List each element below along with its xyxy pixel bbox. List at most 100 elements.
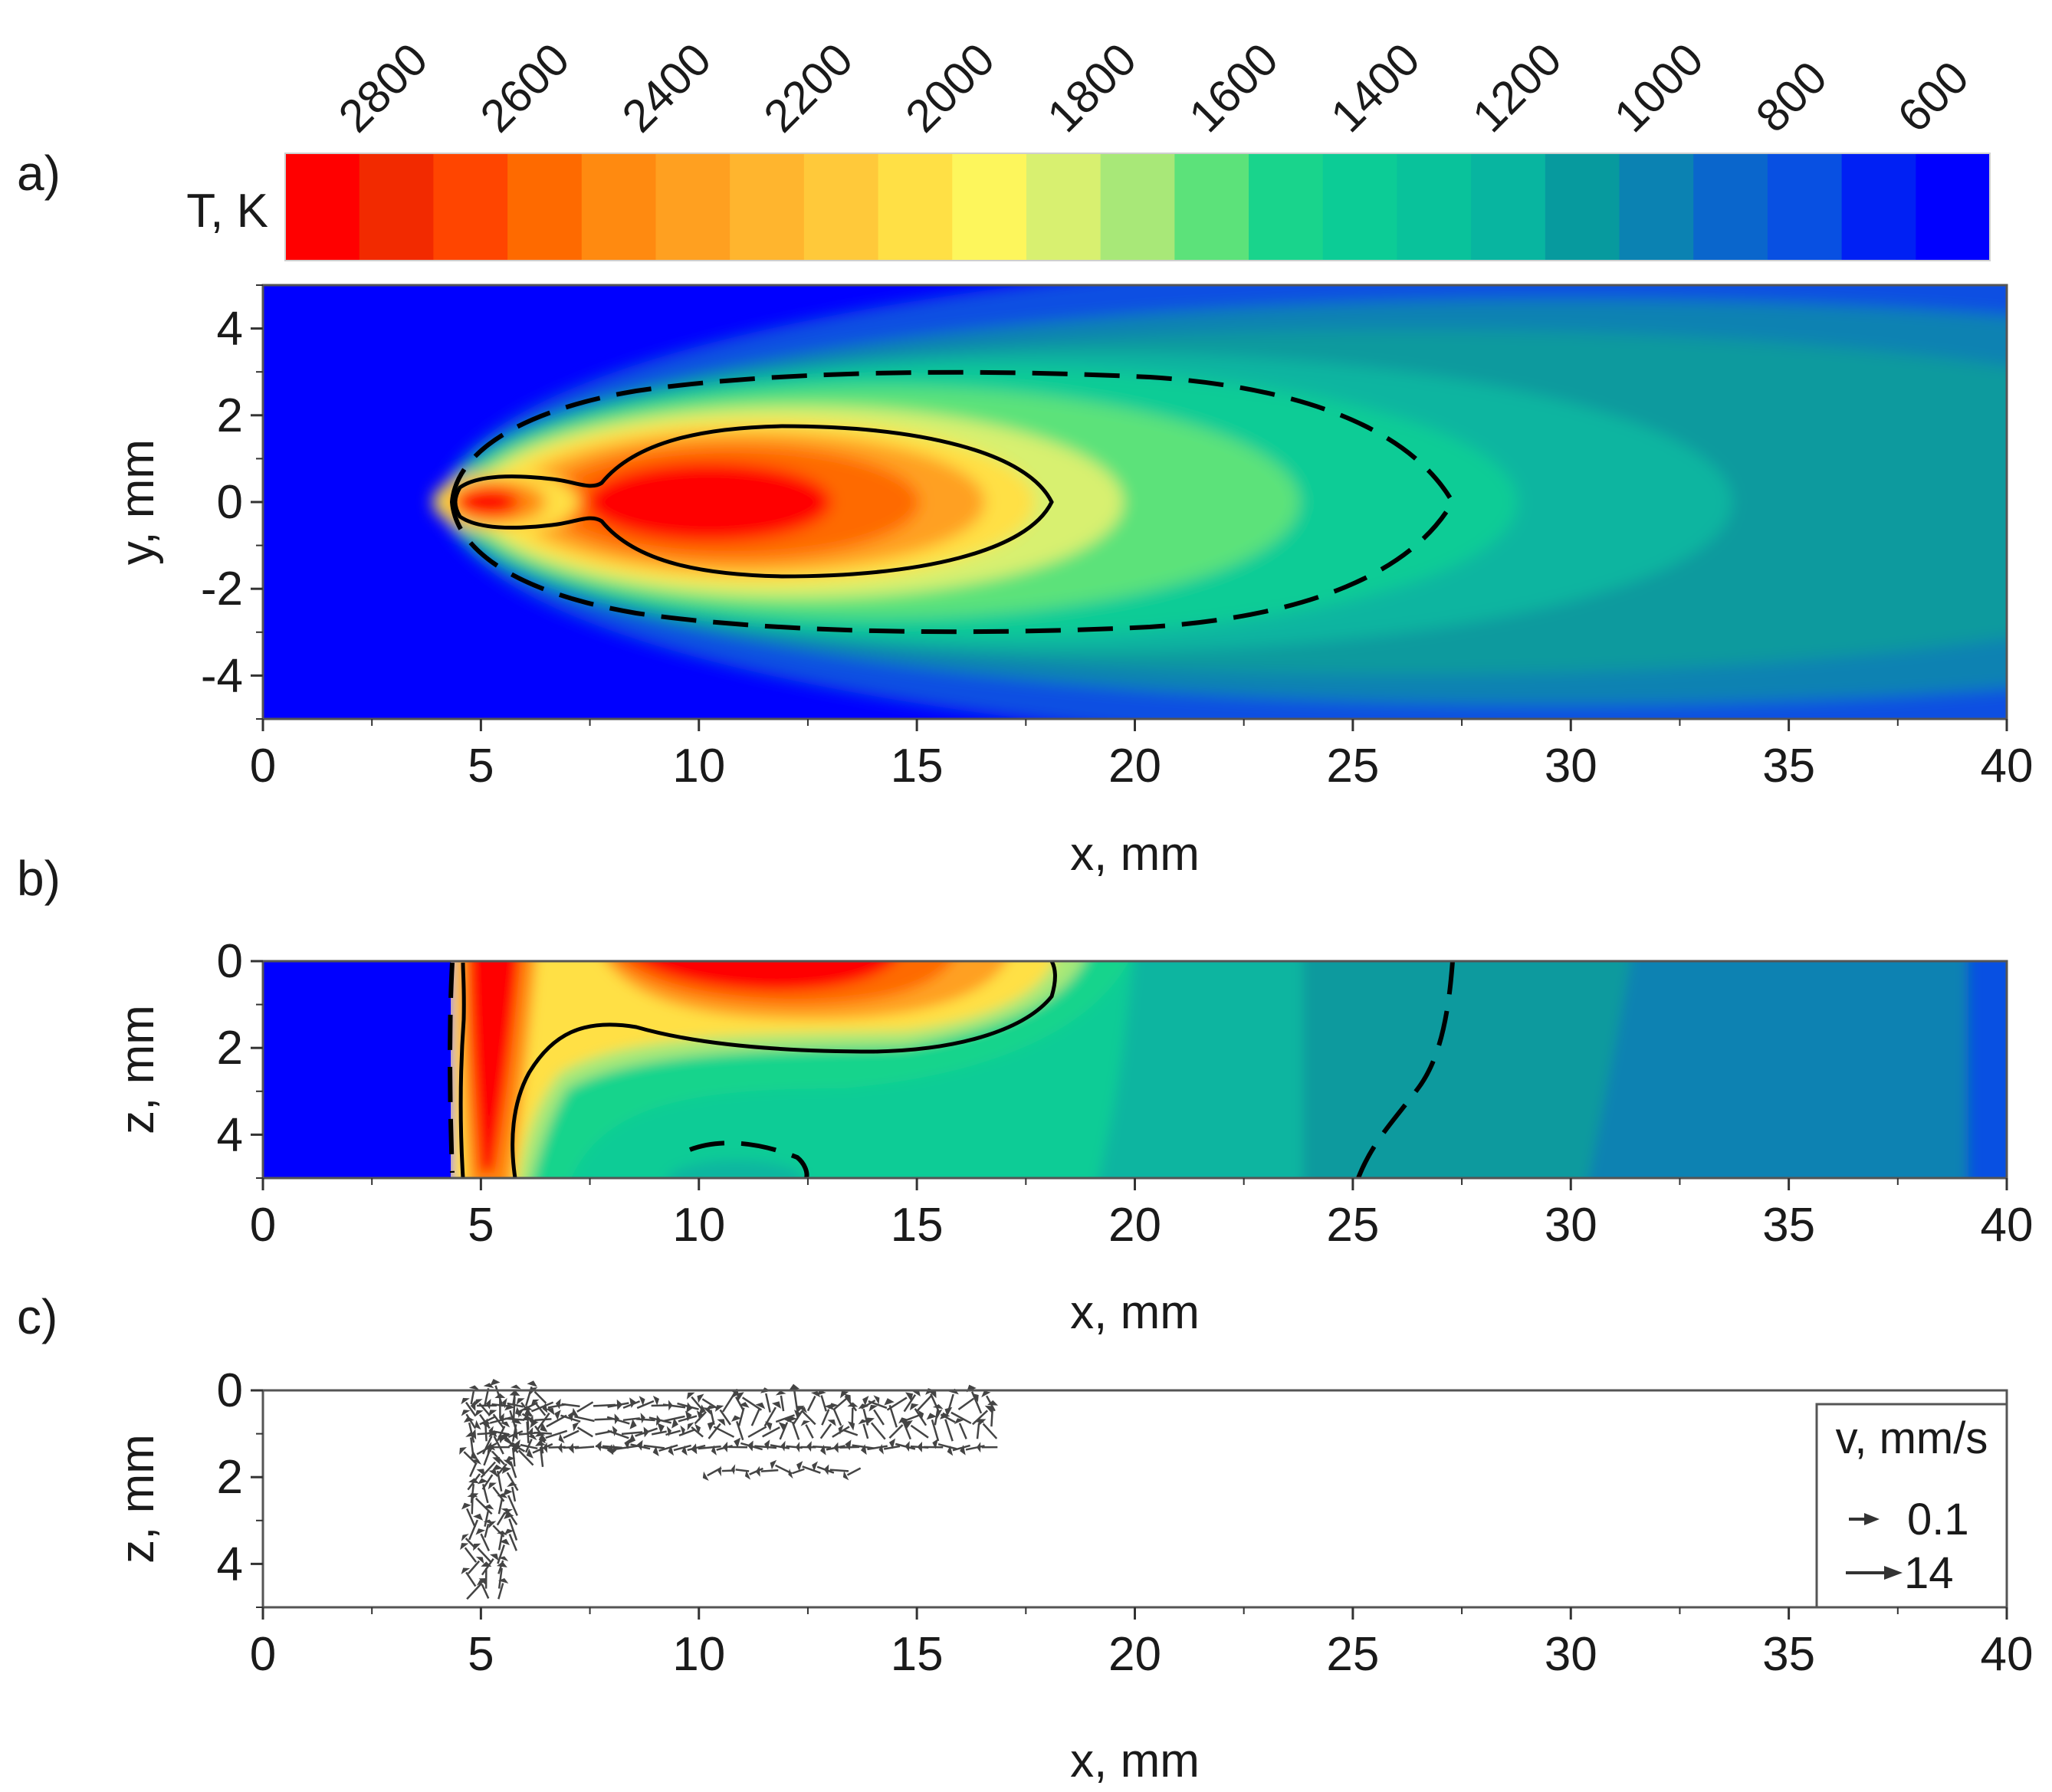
velocity-arrow	[463, 1451, 478, 1465]
velocity-arrow	[990, 1406, 994, 1427]
velocity-arrow	[497, 1567, 503, 1589]
velocity-arrowhead	[502, 1433, 511, 1441]
velocity-arrow	[765, 1393, 771, 1413]
velocity-arrowhead	[494, 1393, 506, 1398]
velocity-arrowhead	[488, 1430, 498, 1438]
velocity-arrowhead	[928, 1390, 937, 1399]
velocity-arrow	[537, 1412, 550, 1430]
x-axis-label: x, mm	[1070, 1286, 1200, 1339]
velocity-arrowhead	[796, 1461, 803, 1472]
velocity-arrow	[780, 1395, 785, 1412]
velocity-arrowhead	[775, 1390, 786, 1396]
velocity-arrowhead	[501, 1466, 511, 1475]
velocity-arrowhead	[554, 1410, 561, 1420]
colorbar-segment-12	[1174, 153, 1250, 261]
colorbar-segment-11	[1100, 153, 1176, 261]
panel-c-label: c)	[17, 1289, 57, 1344]
x-tick-label: 5	[468, 1199, 494, 1252]
velocity-arrow	[576, 1426, 593, 1438]
x-tick-label: 40	[1981, 1199, 2034, 1252]
velocity-arrow	[614, 1445, 638, 1451]
velocity-arrow	[548, 1446, 566, 1449]
velocity-arrowhead	[596, 1440, 602, 1452]
velocity-arrow	[698, 1445, 721, 1450]
velocity-arrow	[602, 1445, 622, 1449]
x-tick-label: 0	[250, 1199, 276, 1252]
velocity-arrow	[477, 1547, 492, 1563]
velocity-arrow	[958, 1423, 967, 1439]
velocity-arrowhead	[685, 1410, 692, 1422]
colorbar-segment-22	[1916, 153, 1991, 261]
heatmap-b-bottom-pocket	[667, 1160, 805, 1178]
velocity-arrowhead	[488, 1410, 497, 1417]
velocity-arrow	[493, 1436, 504, 1455]
velocity-arrowhead	[820, 1444, 826, 1456]
velocity-arrow	[950, 1411, 972, 1425]
velocity-arrow	[574, 1415, 595, 1423]
velocity-arrowhead	[736, 1392, 744, 1401]
velocity-arrowhead	[652, 1395, 659, 1406]
heatmap-a-band-2700	[586, 462, 832, 542]
x-tick-label: 20	[1108, 1199, 1161, 1252]
velocity-arrowhead	[487, 1446, 495, 1454]
velocity-arrow	[842, 1429, 859, 1436]
velocity-arrow	[982, 1423, 998, 1439]
velocity-arrowhead	[639, 1396, 645, 1406]
velocity-arrowhead	[697, 1393, 704, 1403]
velocity-arrowhead	[696, 1410, 703, 1421]
velocity-arrowhead	[504, 1509, 514, 1515]
velocity-arrowhead	[812, 1461, 818, 1472]
y-tick-label: 0	[217, 935, 243, 988]
velocity-arrowhead	[666, 1426, 671, 1437]
velocity-arrowhead	[510, 1384, 521, 1390]
velocity-arrow	[937, 1442, 957, 1450]
colorbar-segment-6	[730, 153, 805, 261]
colorbar-segment-19	[1693, 153, 1768, 261]
velocity-arrowhead	[499, 1413, 504, 1424]
colorbar-segment-0	[285, 153, 360, 261]
velocity-arrow	[691, 1426, 704, 1438]
colorbar	[284, 153, 1991, 261]
velocity-arrowhead	[868, 1404, 878, 1412]
velocity-arrow	[471, 1498, 474, 1515]
velocity-arrowhead	[755, 1402, 766, 1410]
velocity-arrow	[504, 1417, 525, 1421]
velocity-arrow	[737, 1407, 745, 1426]
colorbar-segment-4	[581, 153, 657, 261]
velocity-arrow	[636, 1418, 655, 1422]
velocity-arrow	[779, 1422, 789, 1440]
velocity-arrow	[476, 1442, 497, 1456]
velocity-arrow	[786, 1445, 803, 1449]
velocity-arrowhead	[926, 1413, 937, 1420]
colorbar-segment-8	[878, 153, 954, 261]
velocity-arrow	[530, 1401, 554, 1413]
velocity-arrowhead	[702, 1471, 709, 1482]
velocity-arrow	[497, 1498, 504, 1515]
velocity-arrow	[539, 1446, 544, 1467]
colorbar-tick-label: 2400	[612, 33, 721, 142]
velocity-arrow	[622, 1400, 641, 1410]
velocity-arrowhead	[960, 1444, 966, 1456]
y-axis-label: z, mm	[111, 1005, 164, 1134]
velocity-arrowhead	[714, 1405, 724, 1412]
velocity-arrow	[492, 1525, 505, 1538]
velocity-arrow	[481, 1557, 494, 1576]
colorbar-tick-label: 1800	[1037, 33, 1146, 142]
x-tick-label: 20	[1108, 740, 1161, 793]
velocity-arrow	[691, 1396, 704, 1411]
velocity-arrow	[648, 1416, 671, 1424]
velocity-arrowhead	[471, 1493, 479, 1502]
velocity-arrow	[484, 1509, 490, 1527]
velocity-arrow	[469, 1462, 478, 1478]
velocity-arrowhead	[947, 1445, 954, 1456]
colorbar-tick-label: 2200	[754, 33, 863, 142]
velocity-arrow	[470, 1390, 475, 1405]
velocity-arrowhead	[568, 1442, 574, 1454]
velocity-arrow	[910, 1424, 929, 1439]
colorbar-segment-5	[655, 153, 731, 261]
x-tick-label: 35	[1762, 1628, 1815, 1681]
colorbar-segment-13	[1249, 153, 1324, 261]
heatmap-b	[263, 961, 2007, 1178]
velocity-arrowhead	[668, 1445, 675, 1456]
velocity-arrowhead	[501, 1397, 507, 1409]
